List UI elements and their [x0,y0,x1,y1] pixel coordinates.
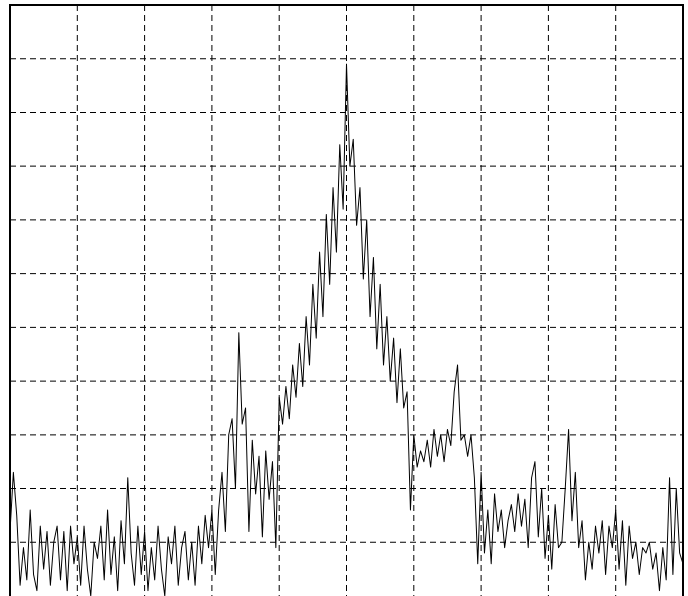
signal-line [9,63,684,596]
plot-frame [9,4,684,596]
